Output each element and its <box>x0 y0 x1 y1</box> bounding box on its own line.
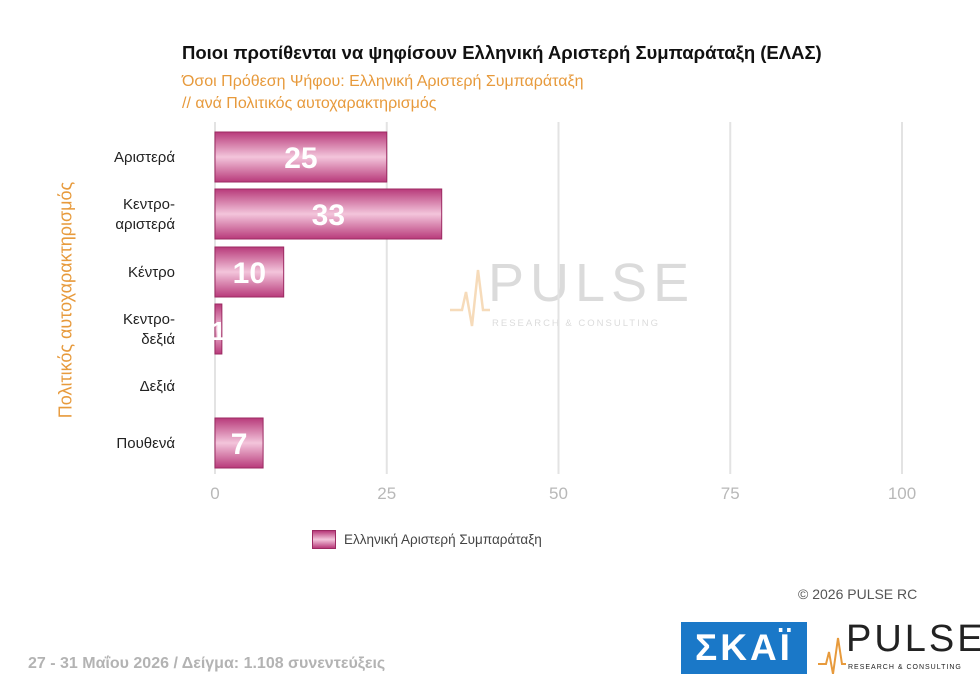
bar <box>214 246 285 298</box>
legend: Ελληνική Αριστερή Συμπαράταξη <box>312 530 542 549</box>
bar-value-label: 25 <box>284 142 317 175</box>
category-label: αριστερά <box>115 216 175 233</box>
x-tick-label: 25 <box>377 484 396 503</box>
chart-subtitle-line-1: Όσοι Πρόθεση Ψήφου: Ελληνική Αριστερή Συ… <box>182 73 584 90</box>
x-tick-labels: 0 25 50 75 100 <box>210 484 916 503</box>
category-labels: Αριστερά Κεντρο-αριστερά Κέντρο Κεντρο-δεξι… <box>114 149 175 452</box>
x-tick-label: 50 <box>549 484 568 503</box>
category-label: Πουθενά <box>116 435 175 452</box>
bar-value-label: 33 <box>312 199 345 232</box>
copyright: © 2026 PULSE RC <box>798 586 918 602</box>
category-label: Κεντρο- <box>123 196 175 213</box>
bar <box>214 303 223 355</box>
category-label: Κέντρο <box>128 264 175 281</box>
category-label: Κεντρο- <box>123 311 175 328</box>
bar <box>214 417 264 469</box>
x-tick-label: 75 <box>721 484 740 503</box>
skai-logo: ΣΚΑΪ <box>681 622 807 674</box>
x-tick-label: 0 <box>210 484 219 503</box>
pulse-wave-icon <box>818 637 846 674</box>
bar-value-label: 7 <box>231 428 248 461</box>
legend-label: Ελληνική Αριστερή Συμπαράταξη <box>344 532 542 547</box>
bar <box>214 188 443 240</box>
pulse-logo: PULSE RESEARCH & CONSULTING <box>818 618 980 676</box>
bars <box>214 131 443 469</box>
bar-value-labels: 25 33 10 1 7 <box>211 142 345 461</box>
chart-subtitle-line-2: // ανά Πολιτικός αυτοχαρακτηρισμός <box>182 95 437 112</box>
bar <box>214 131 388 183</box>
category-label: δεξιά <box>141 331 175 348</box>
x-tick-label: 100 <box>888 484 916 503</box>
chart-title: Ποιοι προτίθενται να ψηφίσουν Ελληνική Α… <box>182 42 822 63</box>
bar-value-label: 1 <box>211 316 225 346</box>
pulse-wave-icon <box>450 269 490 327</box>
grid-lines <box>214 122 903 474</box>
bar-value-label: 10 <box>233 257 266 290</box>
legend-swatch <box>312 530 336 549</box>
category-label: Δεξιά <box>140 378 176 395</box>
survey-date-and-sample: 27 - 31 Μαΐου 2026 / Δείγμα: 1.108 συνεν… <box>28 655 386 672</box>
category-label: Αριστερά <box>114 149 175 166</box>
pulse-watermark: PULSE RESEARCH & CONSULTING <box>450 252 690 342</box>
